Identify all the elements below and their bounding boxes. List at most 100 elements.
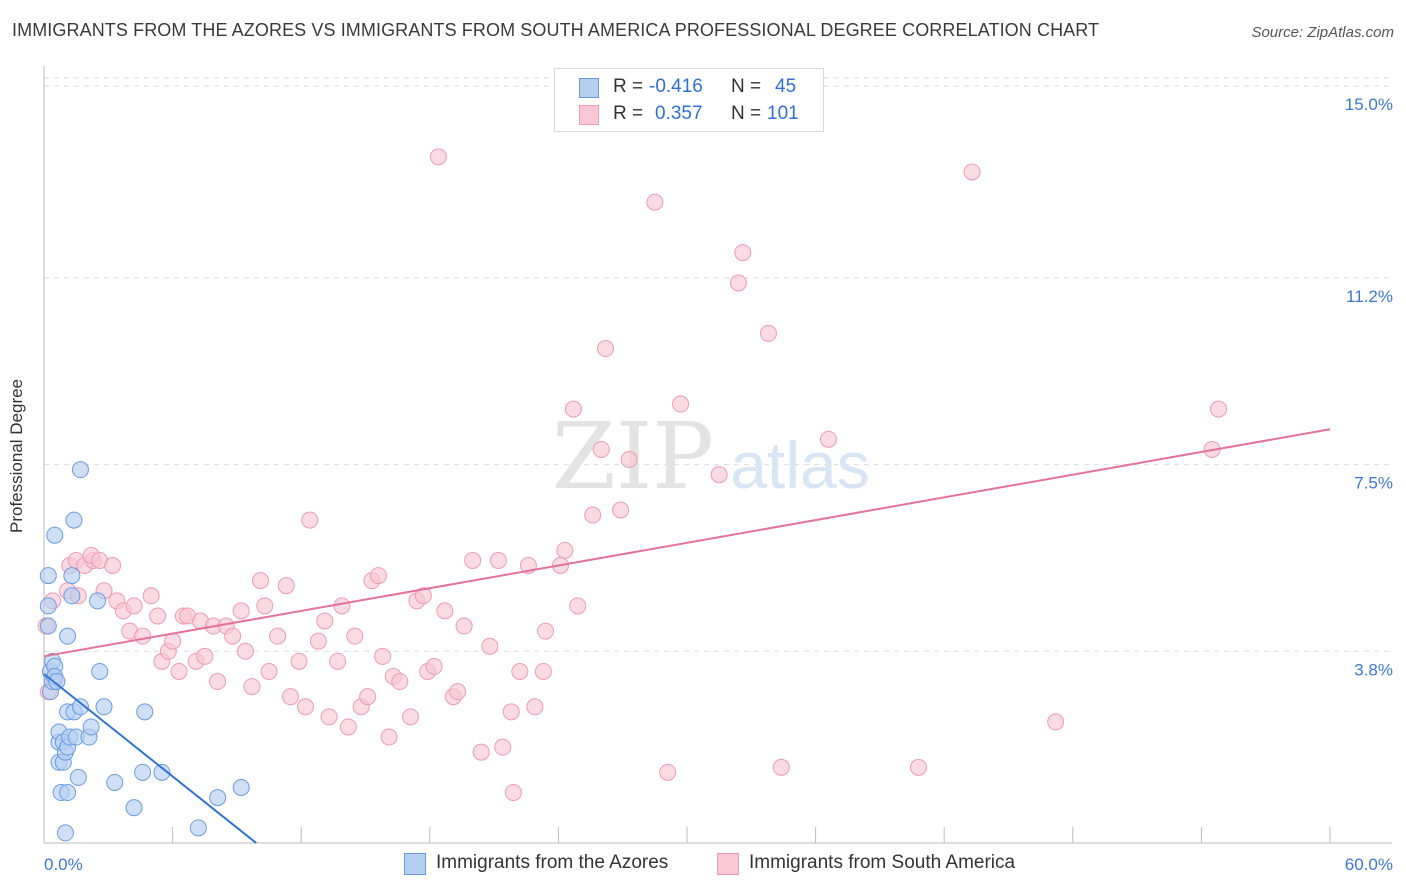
legend-n-value: 45 bbox=[775, 76, 797, 97]
azores-point bbox=[39, 617, 57, 635]
south-america-point bbox=[374, 647, 392, 665]
legend-r-label: R = bbox=[613, 76, 644, 97]
south-america-point bbox=[196, 647, 214, 665]
south-america-point bbox=[564, 400, 582, 418]
south-america-point bbox=[369, 567, 387, 585]
south-america-point bbox=[224, 627, 242, 645]
legend-r-value: 0.357 bbox=[655, 103, 703, 124]
south-america-point bbox=[584, 506, 602, 524]
azores-point bbox=[48, 673, 66, 691]
azores-point bbox=[71, 698, 89, 716]
watermark-atlas: atlas bbox=[730, 428, 869, 502]
south-america-point bbox=[269, 627, 287, 645]
south-america-point bbox=[232, 602, 250, 620]
south-america-point bbox=[455, 617, 473, 635]
south-america-point bbox=[612, 501, 630, 519]
y-axis-title: Professional Degree bbox=[7, 378, 26, 534]
south-america-point bbox=[236, 642, 254, 660]
south-america-point bbox=[1210, 400, 1228, 418]
bottom-legend-swatch-azores bbox=[404, 853, 426, 875]
chart-title: IMMIGRANTS FROM THE AZORES VS IMMIGRANTS… bbox=[12, 20, 1100, 40]
south-america-point bbox=[277, 577, 295, 595]
south-america-point bbox=[449, 683, 467, 701]
south-america-point bbox=[309, 632, 327, 650]
legend-n-label: N = bbox=[731, 103, 762, 124]
south-america-point bbox=[402, 708, 420, 726]
south-america-point bbox=[320, 708, 338, 726]
south-america-point bbox=[502, 703, 520, 721]
azores-point bbox=[59, 784, 77, 802]
south-america-point bbox=[290, 652, 308, 670]
south-america-point bbox=[909, 758, 927, 776]
south-america-point bbox=[672, 395, 690, 413]
azores-point bbox=[56, 824, 74, 842]
y-axis-title-wrap: Professional Degree bbox=[7, 379, 37, 533]
south-america-point bbox=[556, 541, 574, 559]
legend-n-value: 101 bbox=[767, 103, 799, 124]
azores-point bbox=[39, 597, 57, 615]
south-america-point bbox=[414, 587, 432, 605]
south-america-point bbox=[391, 673, 409, 691]
azores-point bbox=[189, 819, 207, 837]
south-america-point bbox=[142, 587, 160, 605]
azores-point bbox=[63, 567, 81, 585]
y-tick-label: 15.0% bbox=[1345, 95, 1393, 114]
south-america-point bbox=[597, 340, 615, 358]
grid-lines bbox=[44, 77, 1392, 652]
south-america-point bbox=[734, 244, 752, 262]
azores-point bbox=[209, 789, 227, 807]
south-america-point bbox=[243, 678, 261, 696]
south-america-point bbox=[425, 657, 443, 675]
legend-swatch-azores bbox=[579, 78, 599, 98]
bottom-legend-label-south-america: Immigrants from South America bbox=[749, 852, 1016, 873]
south-america-point bbox=[149, 607, 167, 625]
bottom-legend-label-azores: Immigrants from the Azores bbox=[436, 852, 669, 873]
south-america-point bbox=[339, 718, 357, 736]
south-america-point bbox=[436, 602, 454, 620]
south-america-point bbox=[125, 597, 143, 615]
south-america-point bbox=[489, 551, 507, 569]
legend-r-value: -0.416 bbox=[649, 76, 703, 97]
south-america-point bbox=[333, 597, 351, 615]
south-america-point bbox=[481, 637, 499, 655]
south-america-point bbox=[251, 572, 269, 590]
azores-point bbox=[39, 567, 57, 585]
south-america-point bbox=[134, 627, 152, 645]
south-america-point bbox=[359, 688, 377, 706]
south-america-point bbox=[209, 673, 227, 691]
south-america-point bbox=[329, 652, 347, 670]
trend-lines bbox=[43, 428, 1331, 844]
y-tick-label: 7.5% bbox=[1354, 474, 1393, 493]
correlation-legend: R = -0.416 N = 45 R = 0.357 N = 101 bbox=[554, 68, 824, 132]
tick-labels: 3.8% 7.5% 11.2% 15.0% 0.0% 60.0% bbox=[44, 95, 1393, 874]
south-america-point bbox=[526, 698, 544, 716]
azores-trend-line bbox=[43, 673, 257, 844]
south-america-point bbox=[380, 728, 398, 746]
legend-n-label: N = bbox=[731, 76, 762, 97]
south-america-point bbox=[511, 662, 529, 680]
azores-point bbox=[71, 461, 89, 479]
south-america-point bbox=[260, 662, 278, 680]
south-america-point bbox=[472, 743, 490, 761]
south-america-point bbox=[537, 622, 555, 640]
south-america-point bbox=[534, 662, 552, 680]
azores-point bbox=[82, 718, 100, 736]
south-america-point bbox=[1047, 713, 1065, 731]
azores-point bbox=[89, 592, 107, 610]
y-tick-label: 3.8% bbox=[1354, 660, 1393, 679]
azores-point bbox=[134, 763, 152, 781]
south-america-point bbox=[710, 466, 728, 484]
x-tick-label: 0.0% bbox=[44, 855, 83, 874]
azores-point bbox=[95, 698, 113, 716]
south-america-trend-line bbox=[43, 428, 1331, 658]
y-tick-label: 11.2% bbox=[1346, 287, 1393, 306]
azores-point bbox=[91, 662, 109, 680]
south-america-point bbox=[504, 784, 522, 802]
south-america-point bbox=[464, 551, 482, 569]
azores-point bbox=[65, 511, 83, 529]
south-america-point bbox=[659, 763, 677, 781]
south-america-point bbox=[346, 627, 364, 645]
south-america-point bbox=[316, 612, 334, 630]
south-america-point bbox=[256, 597, 274, 615]
